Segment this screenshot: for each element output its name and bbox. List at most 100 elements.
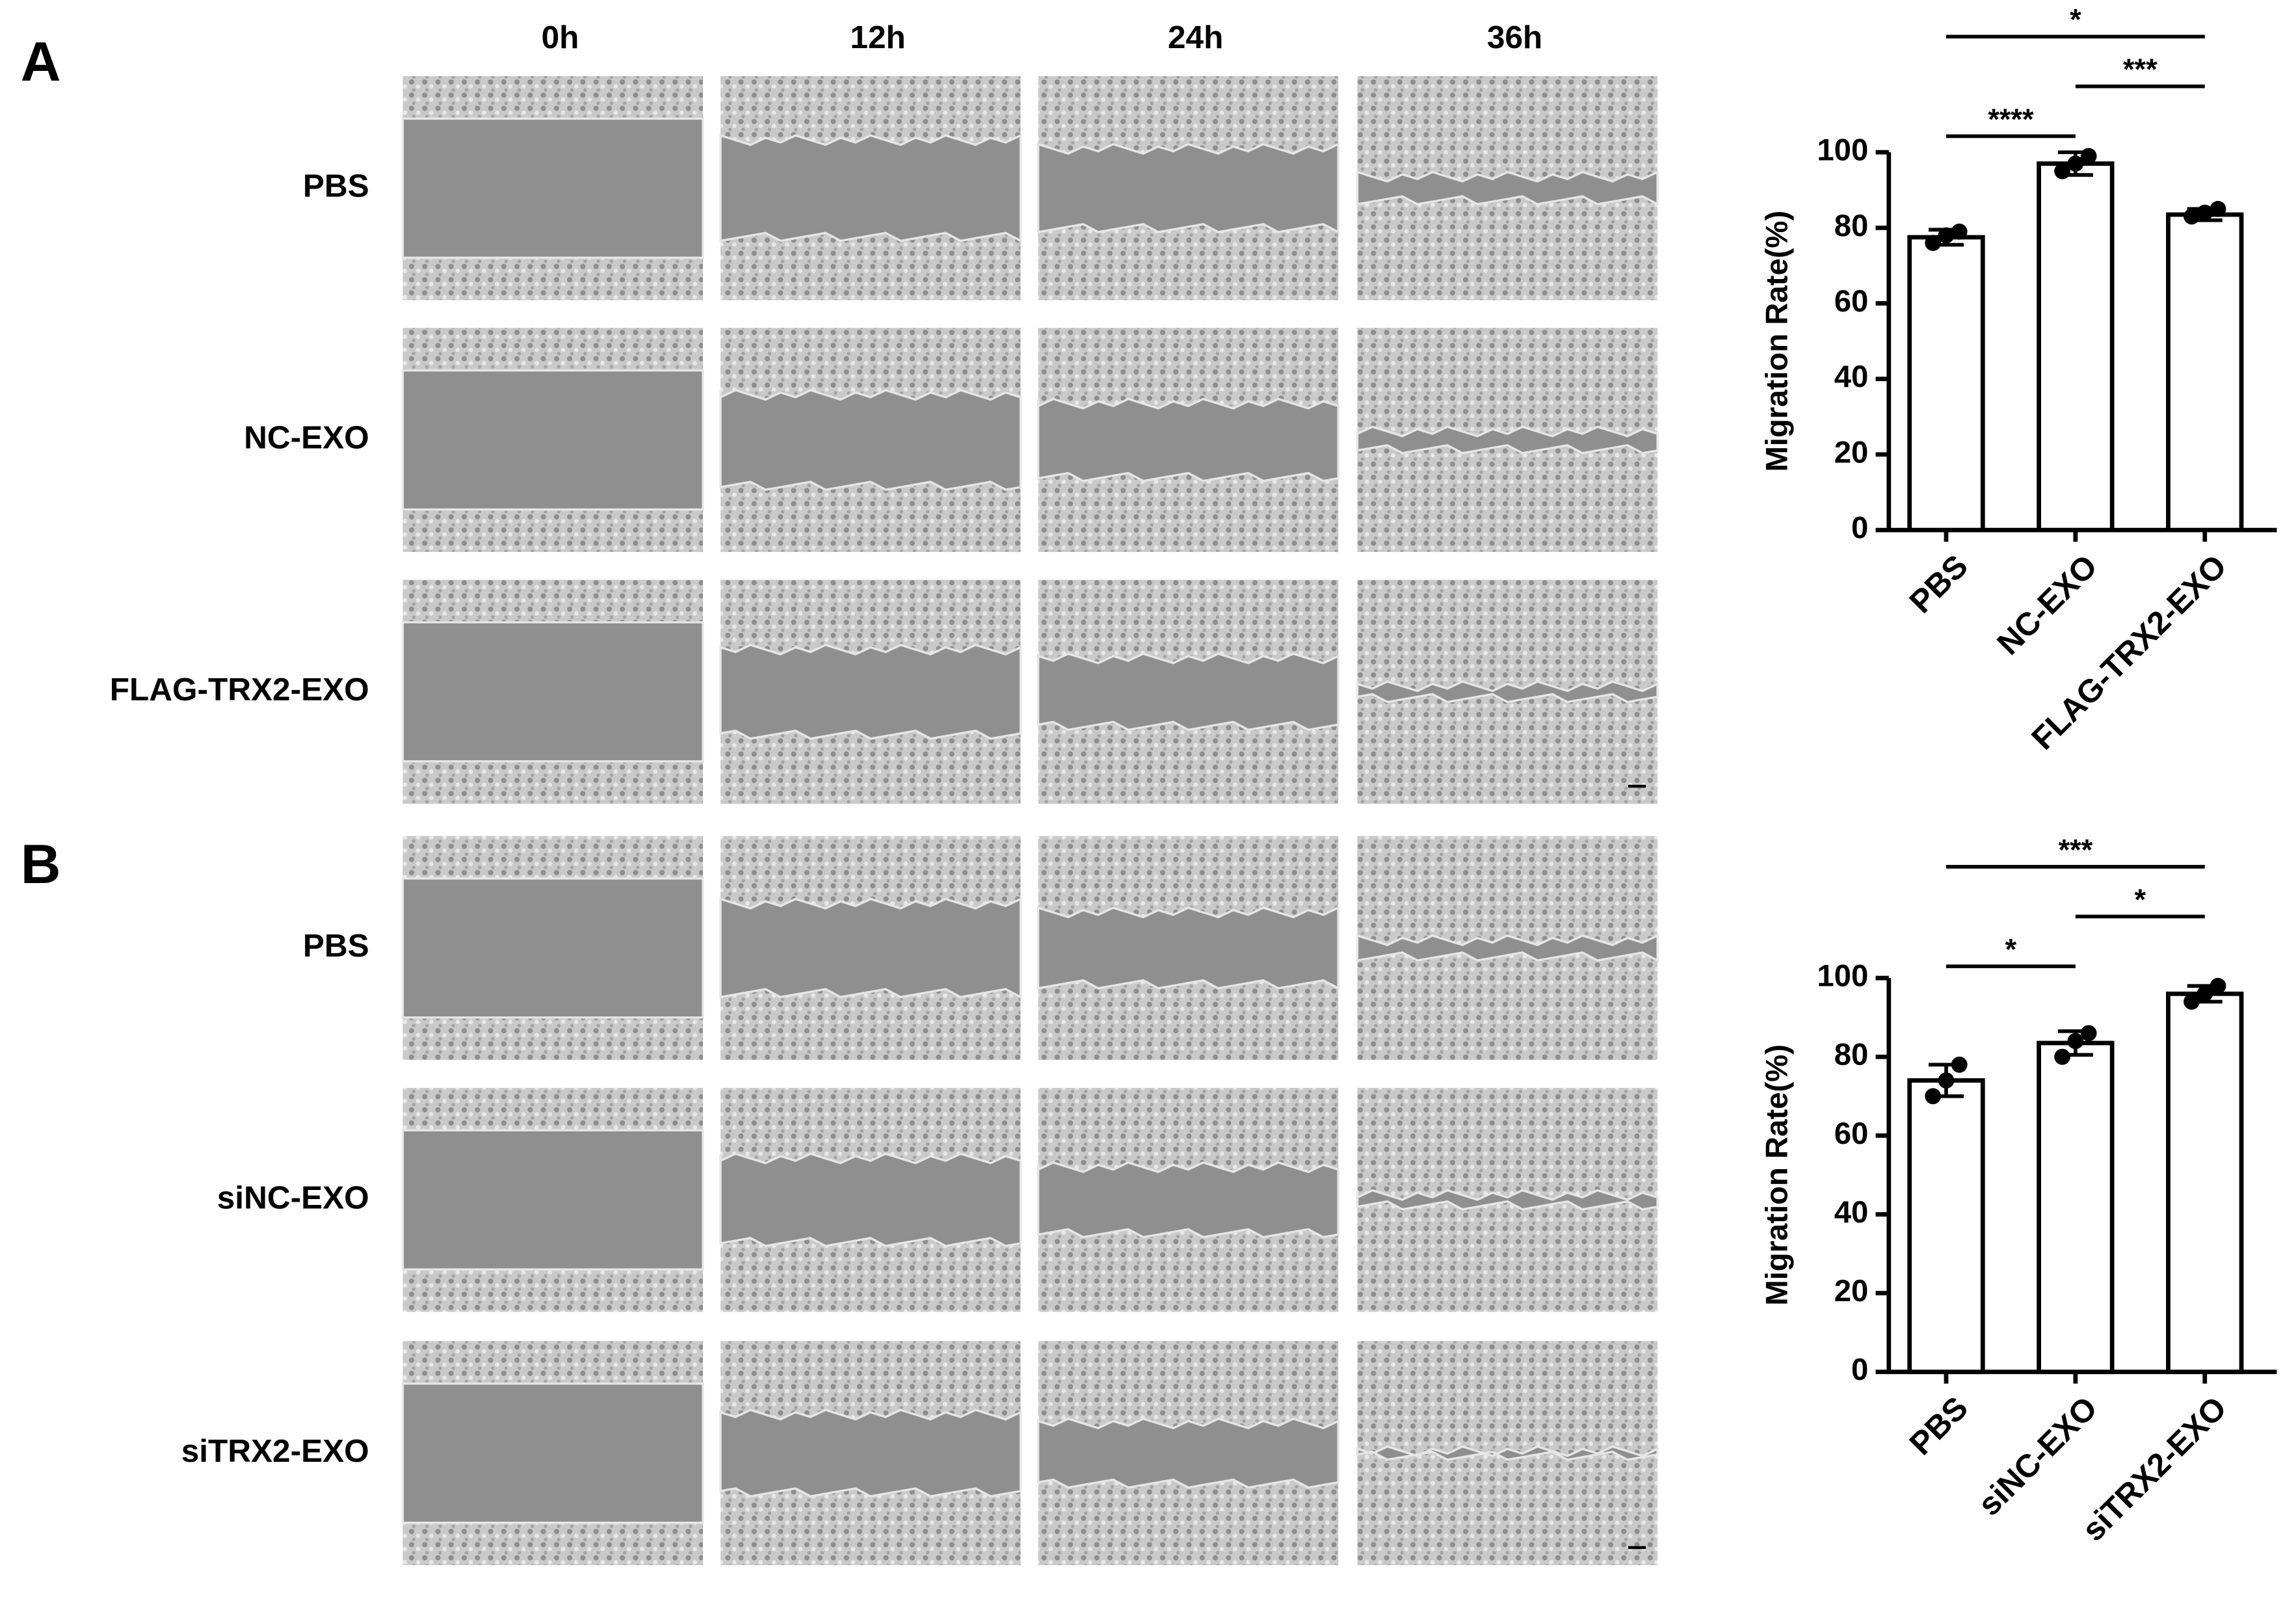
micrograph: [719, 836, 1022, 1061]
data-point: [1951, 223, 1968, 240]
micrograph: [401, 328, 704, 552]
wound-gap: [1036, 1161, 1339, 1239]
wound-gap: [1036, 142, 1339, 234]
wound-gap: [401, 117, 704, 259]
wound-gap: [719, 897, 1022, 999]
data-point: [2210, 200, 2226, 217]
y-tick-label: 40: [1834, 360, 1869, 394]
panel-label: B: [21, 834, 61, 895]
micrograph: [1356, 1341, 1659, 1565]
data-point: [1938, 227, 1955, 244]
data-point: [2197, 985, 2213, 1002]
bar: [1907, 1078, 1985, 1375]
y-axis-label: Migration Rate(%): [1760, 211, 1794, 472]
x-tick-label: NC-EXO: [1990, 548, 2104, 662]
micrograph: [719, 1087, 1022, 1312]
y-tick-label: 40: [1834, 1195, 1869, 1230]
data-point: [2197, 204, 2213, 221]
y-tick-label: 60: [1834, 1117, 1869, 1151]
wound-gap: [401, 877, 704, 1019]
wound-gap: [1356, 425, 1659, 455]
significance-label: *: [2135, 883, 2146, 916]
wound-gap: [1356, 934, 1659, 962]
wound-gap: [1356, 1189, 1659, 1211]
y-axis-label: Migration Rate(%): [1760, 1044, 1794, 1306]
wound-gap: [719, 1152, 1022, 1247]
data-point: [2054, 163, 2071, 179]
micrograph: [1036, 1341, 1339, 1565]
data-point: [1938, 1072, 1955, 1089]
data-point: [2067, 155, 2084, 172]
wound-gap: [401, 621, 704, 763]
y-tick-label: 0: [1851, 511, 1868, 546]
y-tick-label: 20: [1834, 435, 1869, 469]
wound-gap: [719, 133, 1022, 243]
data-point: [1925, 235, 1942, 251]
x-tick-label: siNC-EXO: [1972, 1390, 2104, 1522]
significance-label: ***: [2059, 833, 2093, 866]
wound-gap: [401, 1382, 704, 1524]
column-header: 0h: [542, 20, 579, 55]
wound-gap: [1356, 680, 1659, 704]
column-header: 24h: [1168, 20, 1223, 55]
micrograph: [719, 328, 1022, 552]
bar: [2037, 1040, 2115, 1375]
data-point: [2080, 148, 2097, 165]
micrograph: [401, 1341, 704, 1565]
significance-label: ***: [2123, 53, 2157, 86]
micrograph: [401, 579, 704, 804]
y-tick-label: 60: [1834, 284, 1869, 319]
micrograph: [719, 1341, 1022, 1565]
wound-gap: [1356, 170, 1659, 206]
wound-gap: [1356, 1445, 1659, 1461]
bar: [2166, 212, 2244, 533]
y-tick-label: 100: [1817, 133, 1868, 168]
micrograph: [719, 579, 1022, 804]
bar: [1907, 235, 1985, 533]
data-point: [1951, 1056, 1968, 1073]
wound-gap: [1036, 652, 1339, 732]
row-label: siNC-EXO: [217, 1180, 369, 1215]
y-tick-label: 80: [1834, 1038, 1869, 1072]
micrograph: [1356, 836, 1659, 1061]
y-tick-label: 100: [1817, 959, 1868, 994]
significance-label: *: [2005, 932, 2017, 966]
micrograph: [1036, 328, 1339, 552]
bar: [2166, 991, 2244, 1375]
wound-gap: [1036, 1417, 1339, 1489]
x-tick-label: PBS: [1903, 1390, 1975, 1462]
micrograph: [401, 836, 704, 1061]
data-point: [2054, 1048, 2071, 1065]
data-point: [2210, 977, 2226, 994]
data-point: [2080, 1025, 2097, 1042]
wound-gap: [719, 1408, 1022, 1498]
wound-gap: [401, 369, 704, 511]
significance-label: *: [2070, 3, 2081, 36]
row-label: NC-EXO: [244, 420, 369, 456]
wound-gap: [719, 389, 1022, 491]
x-tick-label: PBS: [1903, 548, 1975, 620]
micrograph: [1036, 836, 1339, 1061]
row-label: siTRX2-EXO: [181, 1433, 369, 1469]
wound-gap: [1036, 906, 1339, 990]
wound-gap: [719, 644, 1022, 740]
data-point: [2067, 1033, 2084, 1050]
data-point: [2184, 994, 2200, 1010]
micrograph: [1036, 76, 1339, 300]
bar: [2037, 161, 2115, 533]
wound-gap: [401, 1129, 704, 1271]
data-point: [1925, 1088, 1942, 1105]
micrograph: [401, 76, 704, 300]
micrograph: [1356, 579, 1659, 804]
row-label: PBS: [303, 928, 369, 964]
y-tick-label: 80: [1834, 209, 1869, 243]
data-point: [2184, 208, 2200, 225]
column-header: 36h: [1487, 20, 1542, 55]
micrograph: [1356, 328, 1659, 552]
significance-label: ****: [1988, 103, 2034, 136]
row-label: PBS: [303, 168, 369, 204]
y-tick-label: 0: [1851, 1353, 1868, 1387]
row-label: FLAG-TRX2-EXO: [110, 672, 369, 707]
column-header: 12h: [850, 20, 905, 55]
